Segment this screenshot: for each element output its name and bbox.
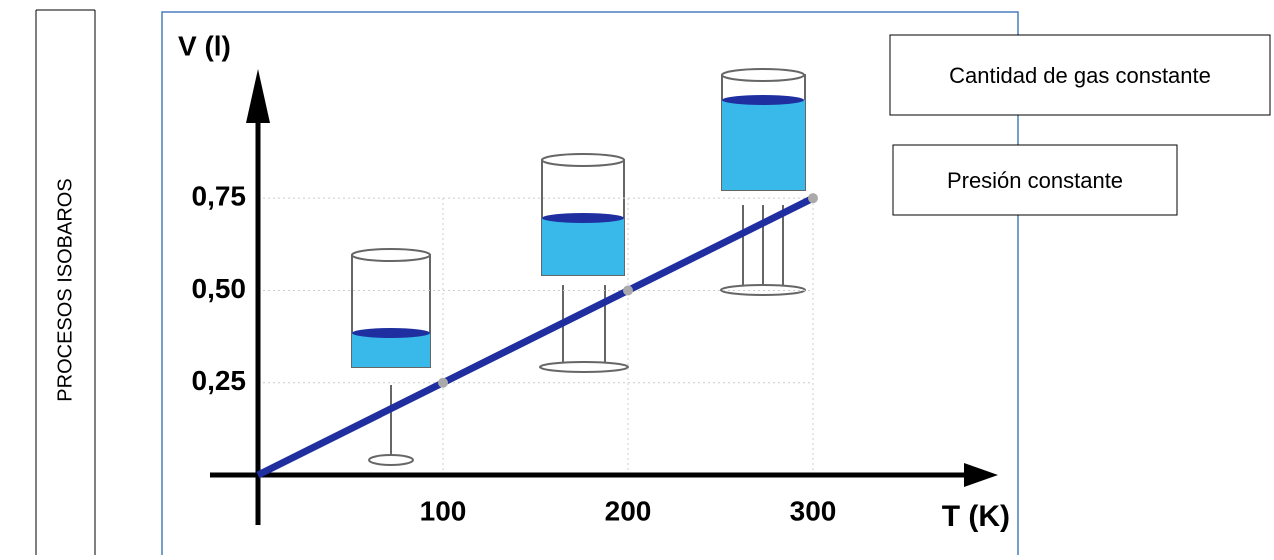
x-tick-label: 200 bbox=[605, 495, 652, 526]
y-tick-label: 0,75 bbox=[192, 181, 247, 212]
note: Cantidad de gas constante bbox=[949, 63, 1211, 88]
data-point bbox=[808, 193, 818, 203]
side-label: PROCESOS ISOBAROS bbox=[54, 178, 76, 401]
x-tick-label: 100 bbox=[420, 495, 467, 526]
y-tick-label: 0,25 bbox=[192, 365, 247, 396]
illustration bbox=[352, 69, 805, 465]
y-axis-label: V (l) bbox=[178, 30, 231, 61]
note: Presión constante bbox=[947, 168, 1123, 193]
x-axis-label: T (K) bbox=[942, 500, 1010, 533]
data-line bbox=[258, 198, 813, 475]
data-point bbox=[438, 378, 448, 388]
y-axis-arrow bbox=[246, 69, 270, 123]
data-point bbox=[623, 285, 633, 295]
y-tick-label: 0,50 bbox=[192, 273, 247, 304]
page: PROCESOS ISOBAROS Cantidad de gas consta… bbox=[0, 0, 1274, 555]
figure: PROCESOS ISOBAROS Cantidad de gas consta… bbox=[0, 0, 1274, 555]
x-tick-label: 300 bbox=[790, 495, 837, 526]
x-axis-arrow bbox=[964, 463, 998, 487]
